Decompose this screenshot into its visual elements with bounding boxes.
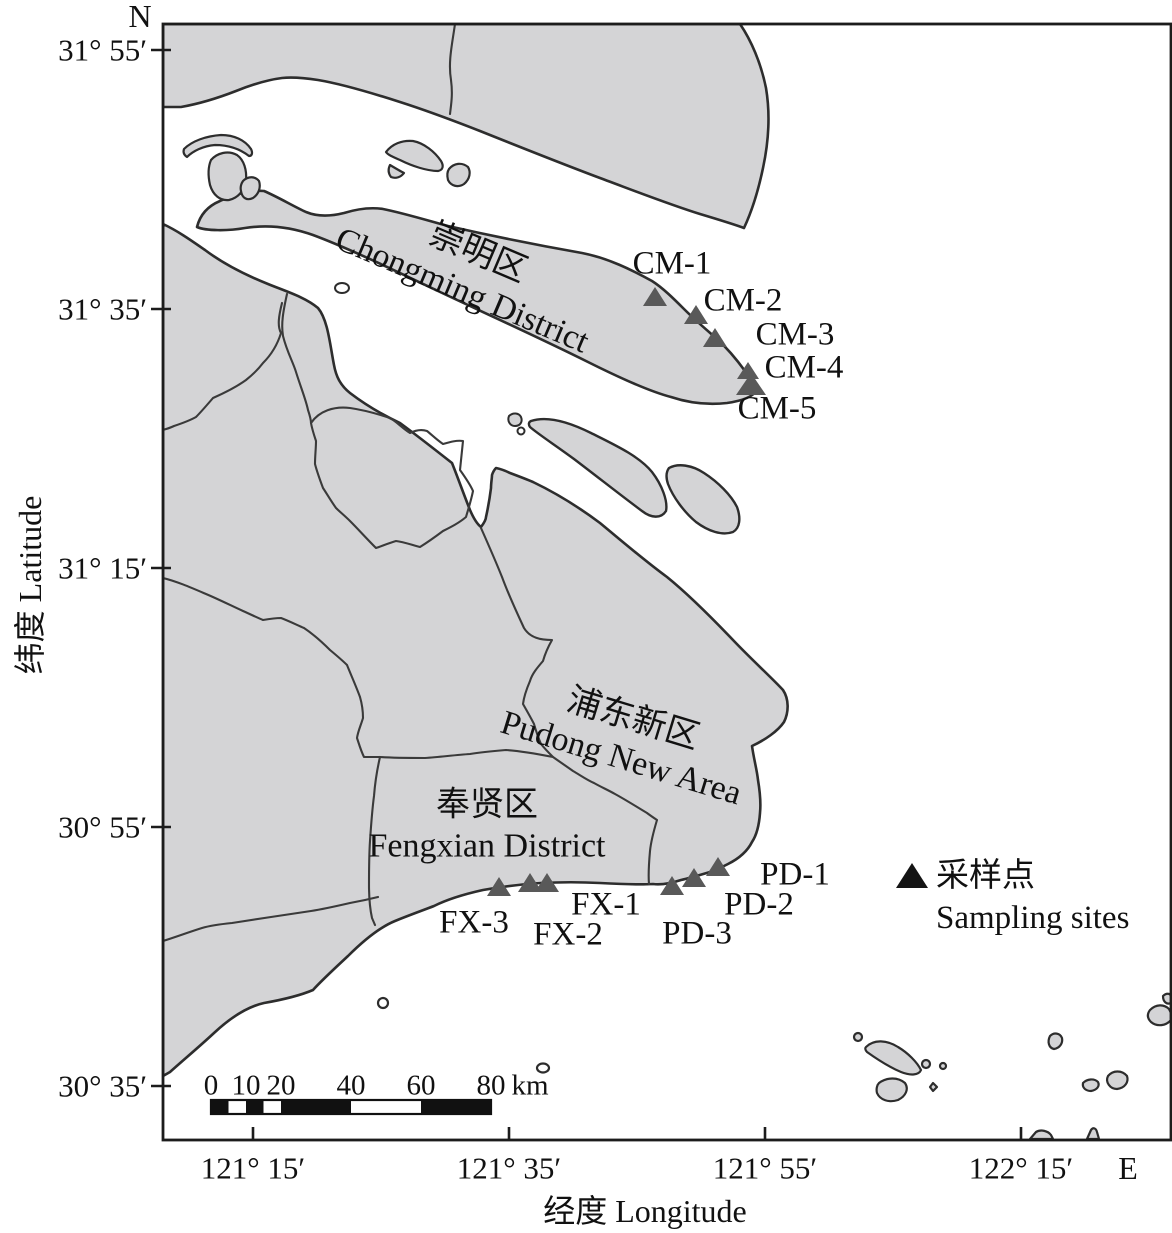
tiny-islet bbox=[507, 412, 523, 427]
legend-label-en: Sampling sites bbox=[936, 900, 1130, 937]
y-axis-title: 纬度 Latitude bbox=[12, 495, 48, 675]
compass-north-label: N bbox=[128, 0, 152, 34]
scale-label: 10 bbox=[231, 1069, 261, 1102]
site-marker-CM-5 bbox=[736, 373, 766, 395]
hengsha-island bbox=[665, 464, 741, 535]
site-marker-CM-2 bbox=[684, 304, 708, 324]
y-tick-label: 31° 15′ bbox=[58, 550, 147, 586]
district-boundaries bbox=[163, 292, 659, 943]
site-label-PD-3: PD-3 bbox=[662, 915, 732, 952]
site-marker-FX-1 bbox=[535, 872, 559, 892]
river-islets bbox=[384, 139, 471, 188]
district-name-zh: 奉贤区 bbox=[436, 786, 538, 824]
legend-label-zh: 采样点 bbox=[936, 858, 1035, 894]
scale-label: km bbox=[511, 1069, 549, 1102]
site-label-FX-3: FX-3 bbox=[439, 904, 509, 941]
site-marker-PD-2 bbox=[682, 867, 706, 887]
legend-triangle-icon bbox=[896, 863, 928, 888]
site-label-PD-1: PD-1 bbox=[760, 856, 830, 893]
site-label-CM-1: CM-1 bbox=[632, 245, 712, 282]
scale-label: 80 bbox=[476, 1069, 506, 1102]
y-tick-label: 30° 55′ bbox=[58, 809, 147, 845]
north-bank-border-line bbox=[448, 24, 457, 116]
x-tick-label: 121° 55′ bbox=[712, 1150, 818, 1186]
site-label-CM-2: CM-2 bbox=[703, 282, 783, 319]
x-tick-label: 121° 35′ bbox=[456, 1150, 562, 1186]
site-marker-PD-1 bbox=[706, 856, 730, 876]
shanghai-mainland bbox=[163, 222, 789, 1078]
district-label: 奉贤区 Fengxian District bbox=[368, 785, 605, 868]
scale-bar bbox=[209, 1098, 493, 1116]
axis-ticks bbox=[151, 48, 1023, 1139]
west-islet-cluster bbox=[182, 133, 261, 202]
scale-label: 0 bbox=[203, 1069, 219, 1102]
y-tick-label: 30° 35′ bbox=[58, 1068, 147, 1104]
scale-label: 60 bbox=[406, 1069, 436, 1102]
site-label-PD-2: PD-2 bbox=[724, 886, 794, 923]
compass-east-label: E bbox=[1118, 1150, 1138, 1186]
x-tick-label: 122° 15′ bbox=[968, 1150, 1074, 1186]
map-frame bbox=[161, 22, 1172, 1142]
x-tick-label: 121° 15′ bbox=[200, 1150, 306, 1186]
site-label-FX-2: FX-2 bbox=[533, 916, 603, 953]
sea-islet-ring bbox=[376, 996, 390, 1010]
site-label-CM-3: CM-3 bbox=[755, 316, 835, 353]
legend-text: 采样点 Sampling sites bbox=[936, 855, 1129, 939]
scale-label: 40 bbox=[336, 1069, 366, 1102]
site-label-CM-5: CM-5 bbox=[737, 390, 817, 427]
y-tick-label: 31° 35′ bbox=[58, 291, 147, 327]
site-marker-CM-3 bbox=[703, 327, 727, 347]
site-label-CM-4: CM-4 bbox=[764, 349, 844, 386]
tiny-islet-ring bbox=[516, 426, 526, 436]
tiny-islet-ring bbox=[334, 282, 350, 294]
north-bank-landmass bbox=[163, 24, 770, 230]
x-axis-title: 经度 Longitude bbox=[543, 1193, 747, 1229]
site-marker-CM-1 bbox=[643, 286, 667, 306]
scale-label: 20 bbox=[266, 1069, 296, 1102]
changxing-island bbox=[527, 417, 668, 518]
southeast-island-cluster bbox=[852, 992, 1171, 1140]
site-label-FX-1: FX-1 bbox=[571, 886, 641, 923]
sea-islet-ring bbox=[535, 1062, 551, 1074]
y-tick-label: 31° 55′ bbox=[58, 32, 147, 68]
site-marker-PD-3 bbox=[660, 875, 684, 895]
district-name-en: Fengxian District bbox=[368, 828, 606, 865]
site-marker-FX-3 bbox=[487, 876, 511, 896]
